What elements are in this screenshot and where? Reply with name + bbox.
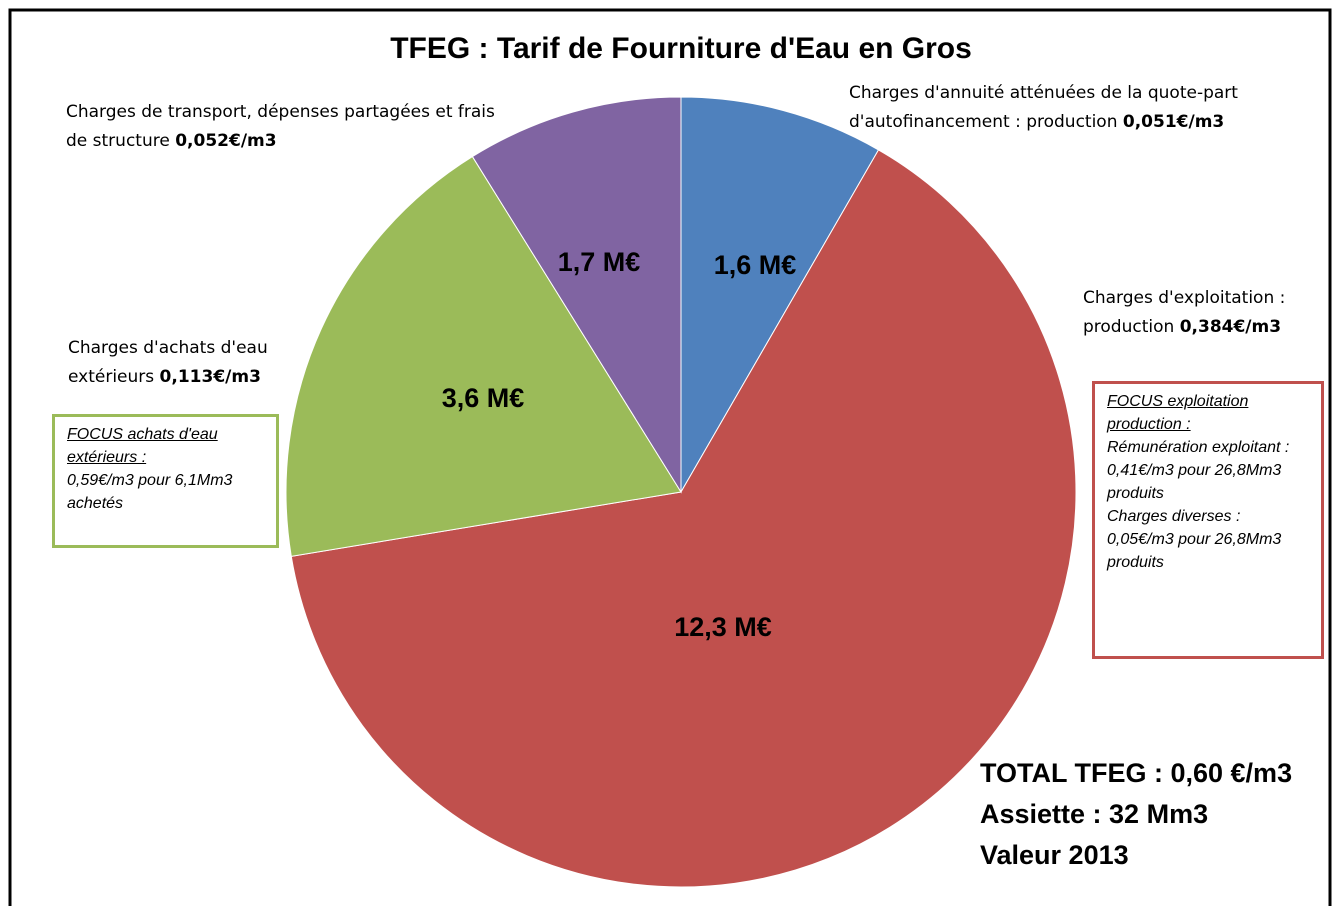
summary: TOTAL TFEG : 0,60 €/m3 (980, 758, 1293, 788)
summary: Assiette : 32 Mm3 (980, 799, 1209, 829)
focus-line: Rémunération exploitant : 0,41€/m3 pour … (1107, 439, 1290, 502)
slice-label: Charges de transport, dépenses partagées… (66, 98, 496, 156)
category: Charges de transport, dépenses partagées… (66, 102, 495, 151)
slice-label: Charges d'annuité atténuées de la quote-… (849, 79, 1319, 137)
pie-slice (471, 96, 682, 494)
frame (8, 8, 1332, 906)
data-label: 3,6 M€ (442, 383, 525, 413)
rate: 0,051€/m3 (1122, 112, 1225, 132)
focus-line: Charges diverses : 0,05€/m3 pour 26,8Mm3… (1107, 508, 1282, 571)
data-label: 1,7 M€ (558, 247, 641, 277)
focus-line: 0,59€/m3 pour 6,1Mm3 achetés (67, 472, 233, 512)
rate: 0,052€/m3 (175, 131, 277, 151)
summary: Valeur 2013 (980, 840, 1129, 870)
focus-box: FOCUS exploitation production : Rémunéra… (1092, 381, 1324, 659)
data-label: 1,6 M€ (714, 250, 797, 280)
data-label: 12,3 M€ (674, 612, 772, 642)
pie-slice (680, 96, 880, 494)
pie-slice (290, 149, 1077, 888)
chart-title: TFEG : Tarif de Fourniture d'Eau en Gros (390, 32, 972, 65)
slice-label: Charges d'exploitation : production 0,38… (1083, 284, 1323, 342)
pie-slice (285, 155, 682, 557)
category: Charges d'achats d'eau extérieurs (68, 338, 268, 387)
focus-box: FOCUS achats d'eau extérieurs : 0,59€/m3… (52, 414, 279, 548)
category: Charges d'annuité atténuées de la quote-… (849, 83, 1238, 132)
category: Charges d'exploitation : production (1083, 288, 1286, 337)
focus-title: FOCUS achats d'eau extérieurs : (67, 426, 218, 466)
rate: 0,113€/m3 (159, 367, 261, 387)
rate: 0,384€/m3 (1179, 317, 1282, 337)
slice-label: Charges d'achats d'eau extérieurs 0,113€… (68, 334, 308, 392)
focus-title: FOCUS exploitation production : (1107, 393, 1249, 433)
